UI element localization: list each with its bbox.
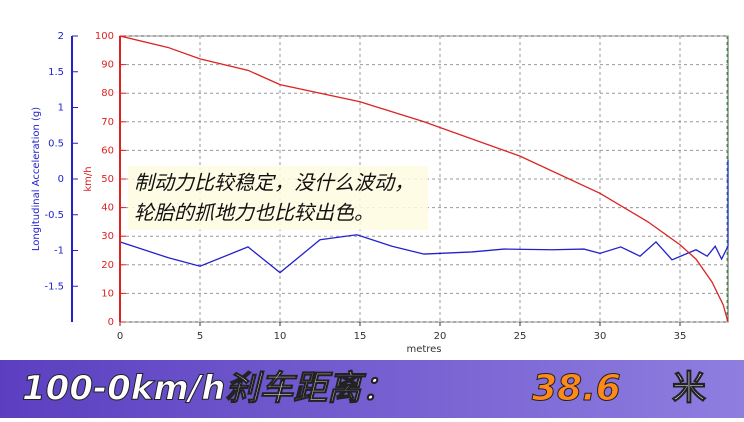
y2-tick-label: 100 <box>95 31 114 42</box>
y-tick-label: -0.5 <box>44 210 64 221</box>
y2-tick-label: 0 <box>108 317 114 328</box>
annotation: 轮胎的抓地力也比较出色。 <box>134 201 374 225</box>
banner <box>0 360 744 418</box>
x-tick-label: 15 <box>354 331 367 342</box>
y2-tick-label: 70 <box>101 117 114 128</box>
x-tick-label: 5 <box>197 331 203 342</box>
y2-tick-label: 60 <box>101 145 114 156</box>
x-tick-label: 25 <box>514 331 527 342</box>
y2-tick-label: 10 <box>101 288 114 299</box>
y2-tick-label: 30 <box>101 231 114 242</box>
x-tick-label: 0 <box>117 331 123 342</box>
y2-tick-label: 20 <box>101 260 114 271</box>
banner-unit: 米 <box>672 369 706 409</box>
x-tick-label: 30 <box>594 331 607 342</box>
y-tick-label: -1 <box>54 246 64 257</box>
y-axis-label: Longitudinal Acceleration (g) <box>31 107 42 251</box>
x-axis-label: metres <box>406 344 441 355</box>
x-tick-label: 20 <box>434 331 447 342</box>
y-tick-label: -1.5 <box>44 281 64 292</box>
y-tick-label: 0 <box>58 174 64 185</box>
data-line <box>119 35 729 323</box>
y2-tick-label: 50 <box>101 174 114 185</box>
x-tick-label: 10 <box>274 331 287 342</box>
annotation-bg <box>128 166 428 230</box>
y2-tick-label: 80 <box>101 88 114 99</box>
y-tick-label: 0.5 <box>48 138 64 149</box>
y2-tick-label: 90 <box>101 60 114 71</box>
y-tick-label: 1 <box>58 103 64 114</box>
y-tick-label: 2 <box>58 31 64 42</box>
banner-label: 100-0km/h刹车距离： <box>22 369 395 409</box>
data-line <box>119 159 729 274</box>
y2-tick-label: 40 <box>101 203 114 214</box>
annotation: 制动力比较稳定，没什么波动， <box>134 171 414 195</box>
banner-value: 38.6 <box>532 368 621 409</box>
y2-axis-label: km/h <box>83 166 94 191</box>
y-tick-label: 1.5 <box>48 67 64 78</box>
x-tick-label: 35 <box>674 331 687 342</box>
